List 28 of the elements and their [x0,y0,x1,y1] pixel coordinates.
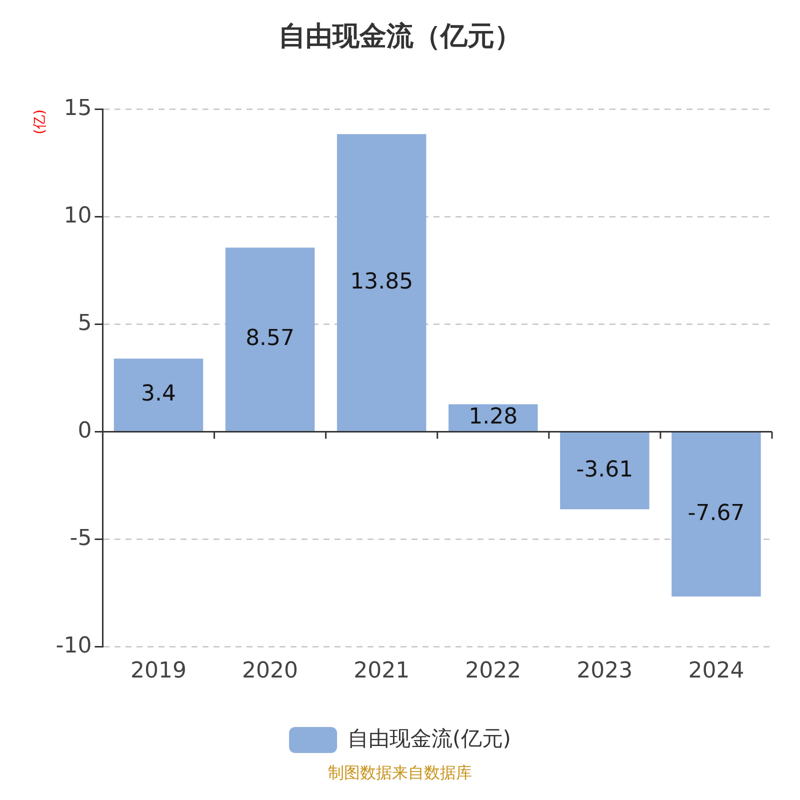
bar [672,432,761,597]
legend-label: 自由现金流(亿元) [348,726,511,750]
x-tick-label: 2021 [354,658,410,684]
x-tick-label: 2022 [465,658,522,684]
x-tick-label: 2020 [242,658,298,684]
data-label: 1.28 [468,404,518,430]
y-tick-label: 0 [78,418,92,444]
x-tick-label: 2024 [688,658,744,684]
bar [560,432,650,510]
data-label: -7.67 [688,501,745,526]
bar [225,248,315,431]
y-tick-label: 10 [64,204,92,229]
bar [114,358,204,431]
chart-title: 自由现金流（亿元） [278,21,522,52]
x-tick-label: 2023 [576,658,633,684]
x-tick-label: 2019 [130,658,187,684]
bar [336,134,426,431]
bar [448,404,538,431]
data-label: 13.85 [350,269,414,294]
y-tick-label: 15 [64,96,92,122]
y-axis-title: (亿) [32,109,48,134]
y-tick-label: -5 [70,526,92,551]
text: 制图数据来自数据库 [327,763,473,784]
y-tick-label: 5 [78,311,92,336]
data-label: -3.61 [576,458,634,483]
data-label: 3.4 [141,382,176,407]
y-tick-label: -10 [56,633,92,658]
data-label: 8.57 [246,326,295,351]
